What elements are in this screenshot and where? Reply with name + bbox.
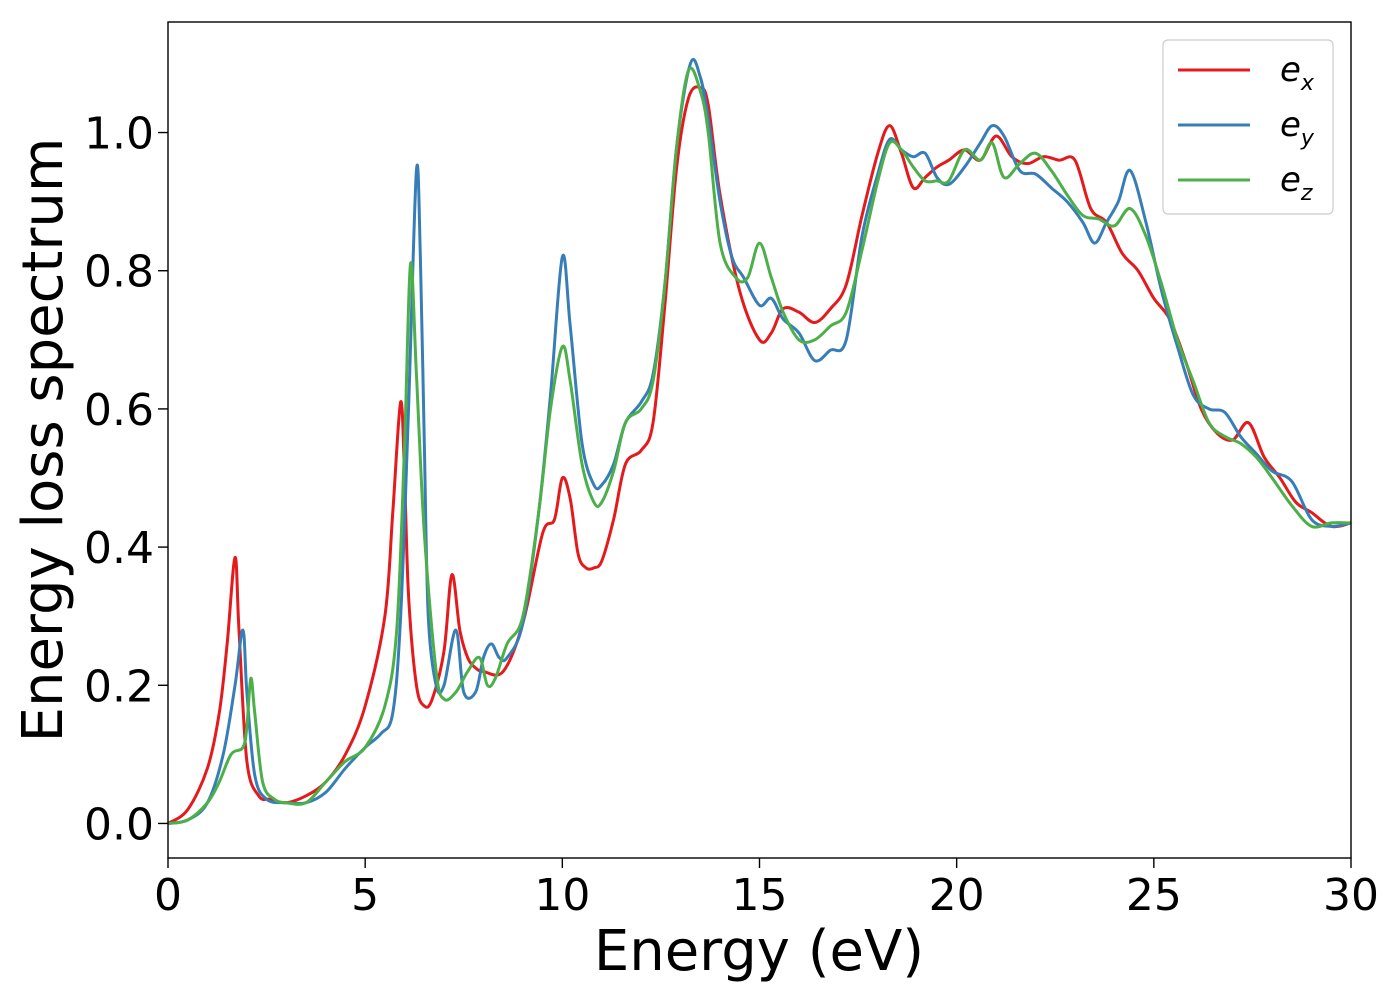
x-axis-label: Energy (eV)	[594, 919, 924, 984]
legend-frame	[1162, 39, 1334, 215]
series-line-ez	[167, 66, 1352, 825]
x-tick-label: 20	[929, 870, 985, 921]
y-tick-label: 1.0	[84, 109, 154, 160]
x-axis-ticks: 0 5 10 15 20 25 30	[154, 858, 1379, 921]
legend-label-ey: ey	[1280, 105, 1315, 151]
legend-label-ex: ex	[1280, 50, 1315, 96]
legend: ex ey ez	[1162, 39, 1334, 215]
x-tick-label: 30	[1323, 870, 1379, 921]
legend-label-ez: ez	[1280, 160, 1313, 206]
series-layer	[167, 57, 1352, 825]
x-tick-label: 25	[1126, 870, 1182, 921]
y-tick-label: 0.4	[84, 523, 154, 574]
y-tick-label: 0.6	[84, 385, 154, 436]
y-axis-ticks: 0.0 0.2 0.4 0.6 0.8 1.0	[84, 109, 168, 850]
x-tick-label: 0	[154, 870, 182, 921]
x-tick-label: 10	[534, 870, 590, 921]
x-tick-label: 5	[351, 870, 379, 921]
x-tick-label: 15	[732, 870, 788, 921]
y-tick-label: 0.2	[84, 661, 154, 712]
y-axis-label: Energy loss spectrum	[11, 138, 76, 743]
y-tick-label: 0.0	[84, 799, 154, 850]
y-tick-label: 0.8	[84, 247, 154, 298]
plot-area	[168, 22, 1351, 858]
series-line-ex	[167, 85, 1352, 825]
